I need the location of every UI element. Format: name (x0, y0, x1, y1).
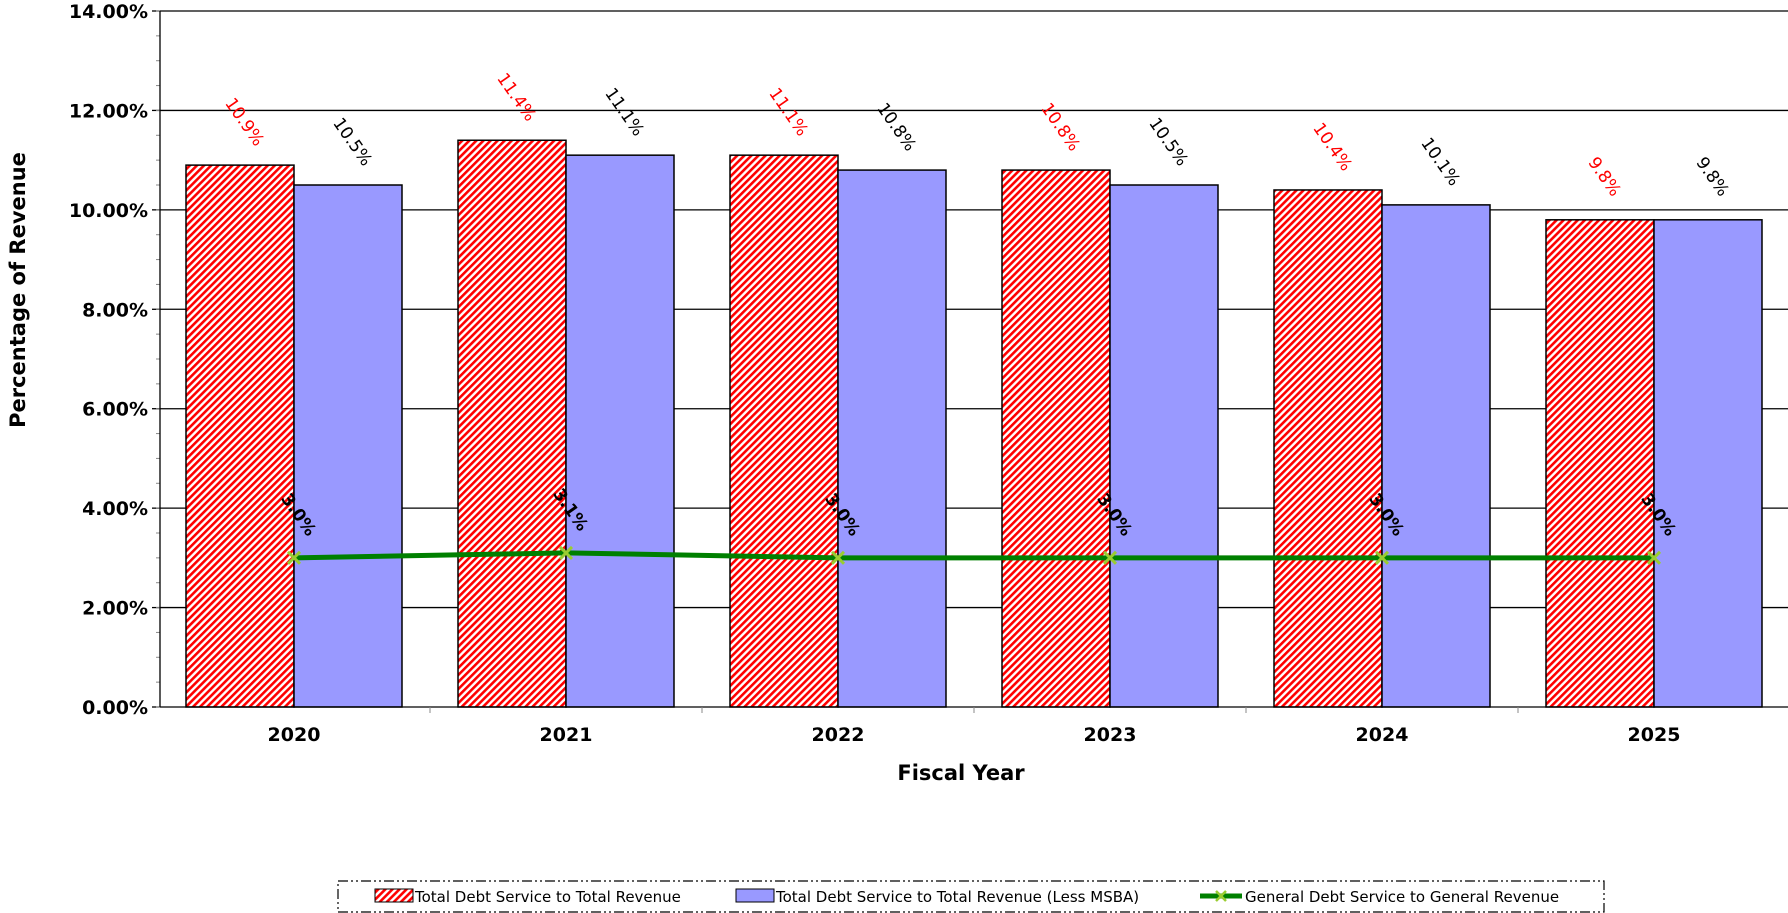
x-tick-label: 2023 (1084, 724, 1137, 746)
bar-less-msba-2021 (565, 154, 675, 708)
bar-less-msba-2025 (1653, 219, 1763, 708)
legend-swatch-series-2 (735, 888, 775, 903)
data-label-total-debt: 10.8% (1036, 99, 1083, 155)
y-tick-label: 0.00% (82, 697, 148, 719)
y-tick-label: 6.00% (82, 399, 148, 421)
bar-total-debt-2022 (729, 154, 839, 708)
data-label-less-msba: 11.1% (600, 84, 647, 140)
legend-label-series-3: General Debt Service to General Revenue (1245, 888, 1559, 906)
data-label-total-debt: 9.8% (1584, 154, 1625, 201)
bar-total-debt-2024 (1273, 189, 1383, 708)
legend-swatch-series-1 (374, 888, 414, 903)
bar-less-msba-2024 (1381, 204, 1491, 708)
data-label-total-debt: 10.9% (220, 94, 267, 150)
data-label-less-msba: 10.8% (872, 99, 919, 155)
y-tick-label: 12.00% (69, 100, 148, 122)
bar-total-debt-2025 (1545, 219, 1655, 708)
line-series (286, 545, 1662, 565)
line-point-marker (558, 545, 574, 560)
data-label-less-msba: 10.1% (1416, 134, 1463, 190)
legend-label-series-1: Total Debt Service to Total Revenue (414, 888, 681, 906)
bar-total-debt-2020 (185, 164, 295, 708)
x-tick-label: 2025 (1628, 724, 1681, 746)
bars (185, 139, 1763, 708)
line-point-marker (1646, 550, 1662, 565)
line-point-marker (830, 550, 846, 565)
legend: Total Debt Service to Total Revenue Tota… (337, 880, 1605, 913)
bar-less-msba-2020 (293, 184, 403, 708)
x-tick-label: 2022 (812, 724, 865, 746)
axes: 0.00% 2.00% 4.00% 6.00% 8.00% 10.00% 12.00% 14.… (69, 1, 1788, 746)
x-axis-title: Fiscal Year (897, 761, 1025, 785)
bar-less-msba-2022 (837, 169, 947, 708)
line-point-marker (286, 550, 302, 565)
y-tick-label: 8.00% (82, 299, 148, 321)
y-tick-label: 14.00% (69, 1, 148, 23)
bar-less-msba-2023 (1109, 184, 1219, 708)
data-label-total-debt: 10.4% (1308, 119, 1355, 175)
y-tick-label: 4.00% (82, 498, 148, 520)
x-tick-label: 2020 (268, 724, 321, 746)
gridlines (160, 10, 1788, 609)
line-general-debt (293, 550, 1654, 561)
x-tick-label: 2021 (540, 724, 593, 746)
legend-swatch-series-3-marker (1215, 890, 1227, 902)
data-label-less-msba: 10.5% (1144, 114, 1191, 170)
data-label-total-debt: 11.1% (764, 84, 811, 140)
bar-total-debt-2023 (1001, 169, 1111, 708)
data-label-less-msba: 9.8% (1692, 154, 1733, 201)
x-tick-label: 2024 (1356, 724, 1409, 746)
data-labels: 10.9% 10.5%3.0%11.4% 11.1%3.1%11.1% 10.8%3.… (220, 70, 1732, 541)
legend-border (337, 880, 1605, 913)
bar-total-debt-2021 (457, 139, 567, 708)
y-axis-title: Percentage of Revenue (6, 152, 30, 428)
y-tick-label: 2.00% (82, 598, 148, 620)
line-point-marker (1102, 550, 1118, 565)
legend-label-series-2: Total Debt Service to Total Revenue (Les… (775, 888, 1139, 906)
line-point-marker (1374, 550, 1390, 565)
y-tick-label: 10.00% (69, 200, 148, 222)
data-label-less-msba: 10.5% (328, 114, 375, 170)
data-label-total-debt: 11.4% (492, 70, 539, 126)
